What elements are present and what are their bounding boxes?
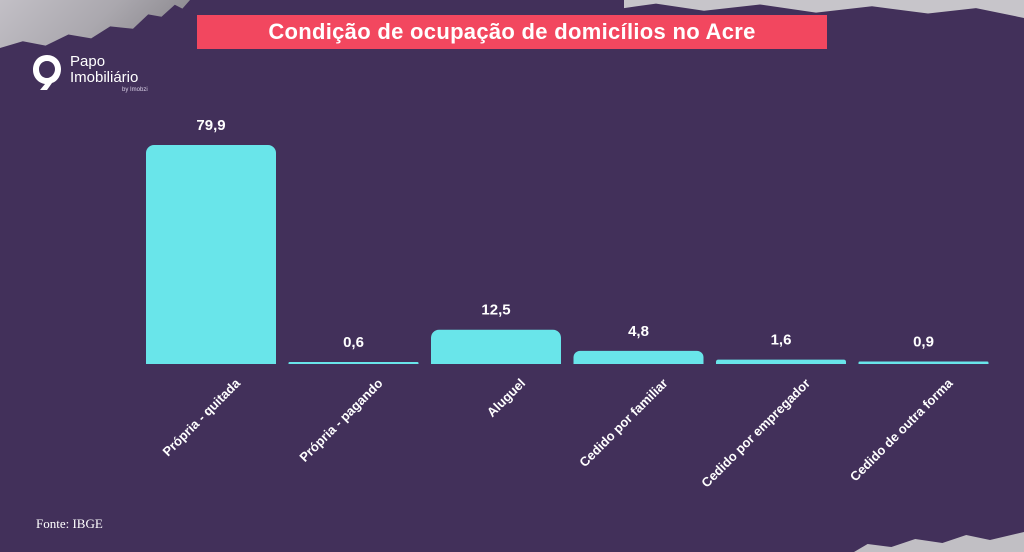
bar-base-mask [145,364,277,374]
bar-base-mask [857,364,990,368]
data-label: 79,9 [196,117,225,134]
data-label: 1,6 [771,332,792,349]
title-banner: Condição de ocupação de domicílios no Ac… [197,15,827,49]
chart-title: Condição de ocupação de domicílios no Ac… [268,19,756,44]
category-label: Cedido de outra forma [847,375,956,484]
logo-subtext: by Imobzi [122,87,148,93]
category-label: Cedido por familiar [576,376,670,470]
data-label: 12,5 [481,302,510,319]
category-label: Cedido por empregador [698,376,813,491]
bar-base-mask [430,364,562,374]
logo-text-line1: Papo [70,53,106,70]
category-label: Aluguel [484,376,528,420]
bar-base-mask [287,364,420,367]
bar [431,329,561,372]
bar-base-mask [572,364,705,373]
data-label: 4,8 [628,323,649,340]
source-note: Fonte: IBGE [36,516,103,531]
category-label: Própria - pagando [296,375,385,464]
data-label: 0,6 [343,334,364,351]
logo-mark-icon [33,55,61,90]
bar-base-mask [715,364,847,369]
data-label: 0,9 [913,334,934,351]
logo-text-line2: Imobiliário [70,69,139,86]
bar [146,145,276,372]
category-label: Própria - quitada [159,375,243,459]
brand-logo: Papo Imobiliário by Imobzi [30,50,170,100]
